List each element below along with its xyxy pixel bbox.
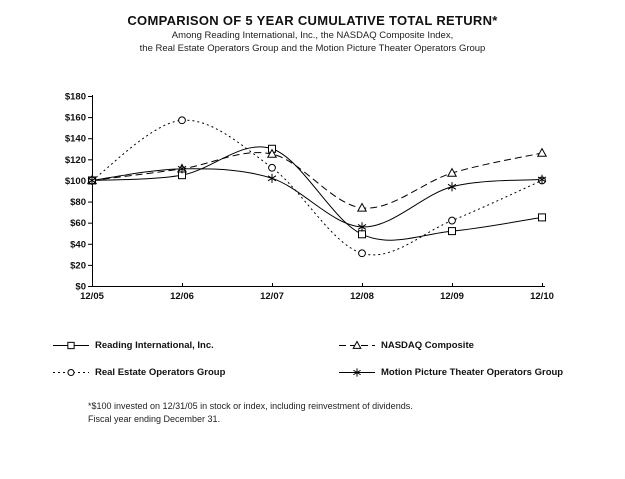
y-tick-label: $60 bbox=[70, 218, 86, 229]
x-tick-label: 12/06 bbox=[170, 291, 194, 302]
square-marker bbox=[67, 341, 75, 350]
chart-title: COMPARISON OF 5 YEAR CUMULATIVE TOTAL RE… bbox=[127, 13, 498, 28]
chart-subtitle-line1: Among Reading International, Inc., the N… bbox=[171, 30, 454, 41]
asterisk-marker bbox=[357, 223, 367, 230]
legend-item-motion-picture-theater-operators: Motion Picture Theater Operators Group bbox=[338, 366, 597, 379]
footnote-line2: Fiscal year ending December 31. bbox=[88, 414, 221, 424]
legend-item-nasdaq-composite: NASDAQ Composite bbox=[338, 339, 597, 352]
x-tick-label: 12/09 bbox=[440, 291, 464, 302]
y-tick-label: $80 bbox=[70, 197, 86, 208]
chart-footnote: *$100 invested on 12/31/05 in stock or i… bbox=[88, 400, 413, 426]
y-tick-label: $180 bbox=[65, 92, 86, 103]
asterisk-marker bbox=[177, 165, 187, 172]
circle-dotted-line-marker-icon bbox=[53, 368, 89, 377]
asterisk-solid-line-marker-icon bbox=[339, 368, 375, 377]
square-solid-line-marker-icon bbox=[53, 341, 89, 350]
square-marker bbox=[538, 213, 546, 222]
x-tick-label: 12/07 bbox=[260, 291, 284, 302]
asterisk-marker bbox=[353, 369, 361, 376]
triangle-marker bbox=[356, 202, 368, 212]
series-line-0 bbox=[91, 146, 543, 241]
circle-marker bbox=[448, 216, 456, 225]
circle-marker bbox=[178, 116, 186, 125]
y-tick-label: $120 bbox=[65, 155, 86, 166]
x-tick-label: 12/08 bbox=[350, 291, 374, 302]
y-tick-label: $140 bbox=[65, 134, 86, 145]
series-line-2 bbox=[91, 119, 543, 256]
legend-label-motion-picture-theater-operators: Motion Picture Theater Operators Group bbox=[381, 367, 564, 378]
asterisk-marker bbox=[447, 183, 457, 190]
asterisk-marker bbox=[267, 175, 277, 182]
triangle-marker bbox=[266, 148, 278, 158]
triangle-marker bbox=[446, 167, 458, 177]
legend-item-real-estate-operators: Real Estate Operators Group bbox=[52, 366, 338, 379]
square-marker bbox=[358, 230, 366, 239]
triangle-marker bbox=[536, 147, 548, 157]
series-line-1 bbox=[91, 152, 543, 209]
y-tick-label: $160 bbox=[65, 113, 86, 124]
y-tick-label: $40 bbox=[70, 239, 86, 250]
y-tick-label: $100 bbox=[65, 176, 86, 187]
x-tick-label: 12/10 bbox=[530, 291, 554, 302]
asterisk-marker bbox=[537, 176, 547, 183]
circle-marker bbox=[67, 368, 75, 377]
triangle-dashed-line-marker-icon bbox=[339, 340, 375, 349]
legend-label-real-estate-operators: Real Estate Operators Group bbox=[95, 367, 226, 378]
chart-subtitle-line2: the Real Estate Operators Group and the … bbox=[139, 43, 486, 54]
circle-marker bbox=[268, 163, 276, 172]
legend-label-nasdaq-composite: NASDAQ Composite bbox=[381, 340, 474, 351]
square-marker bbox=[448, 227, 456, 236]
y-tick-label: $20 bbox=[70, 260, 86, 271]
x-tick-label: 12/05 bbox=[80, 291, 104, 302]
legend-item-reading-international: Reading International, Inc. bbox=[52, 339, 338, 352]
asterisk-marker bbox=[87, 177, 97, 184]
footnote-line1: *$100 invested on 12/31/05 in stock or i… bbox=[88, 401, 413, 411]
legend-label-reading-international: Reading International, Inc. bbox=[95, 340, 214, 351]
triangle-marker bbox=[352, 340, 362, 349]
series-line-3 bbox=[91, 168, 543, 228]
y-tick-label: $0 bbox=[75, 282, 86, 293]
chart-legend: Reading International, Inc. NASDAQ Compo… bbox=[52, 339, 597, 379]
circle-marker bbox=[358, 249, 366, 258]
